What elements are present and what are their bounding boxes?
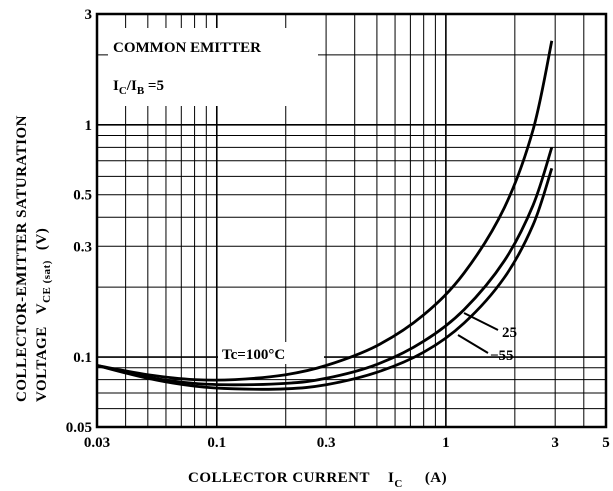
tick-labels: 0.03 0.1 0.3 1 3 5 0.05 0.1 0.3 0.5 1 3 (66, 7, 610, 451)
series-line (96, 40, 554, 382)
y-tick-label: 0.05 (66, 420, 92, 436)
x-tick-label: 3 (551, 435, 559, 451)
y-axis-label: COLLECTOR-EMITTER SATURATION VOLTAGEVCE … (14, 115, 53, 402)
x-tick-label: 0.1 (207, 435, 226, 451)
y-tick-label: 1 (85, 118, 93, 134)
series-curves (96, 40, 554, 391)
series-label-top-bg (218, 342, 324, 364)
y-axis-label-line1: COLLECTOR-EMITTER SATURATION (14, 115, 30, 402)
x-axis-label: COLLECTOR CURRENT IC (A) (188, 470, 447, 490)
series-label-bot: −55 (490, 348, 514, 364)
leader-line-bot (457, 334, 489, 354)
x-tick-label: 1 (442, 435, 450, 451)
y-tick-label: 0.3 (73, 239, 92, 255)
series-line (96, 167, 554, 391)
leader-line-mid (463, 312, 499, 331)
annotation-box-line2: IC/IB =5 (113, 78, 164, 97)
y-axis-label-line2: VOLTAGEVCE (sat)(V) (34, 228, 53, 402)
plot-frame (95, 12, 608, 429)
x-tick-label: 5 (602, 435, 610, 451)
x-tick-label: 0.03 (84, 435, 110, 451)
x-tick-label: 0.3 (317, 435, 336, 451)
y-tick-label: 3 (85, 7, 93, 23)
y-tick-label: 0.1 (73, 350, 92, 366)
y-tick-label: 0.5 (73, 188, 92, 204)
annotation-box-bg (108, 28, 318, 106)
series-label-top: Tc=100°C (222, 347, 285, 363)
annotation-box-line1: COMMON EMITTER (113, 40, 261, 56)
series-line (96, 146, 554, 387)
series-label-mid: 25 (502, 325, 517, 341)
